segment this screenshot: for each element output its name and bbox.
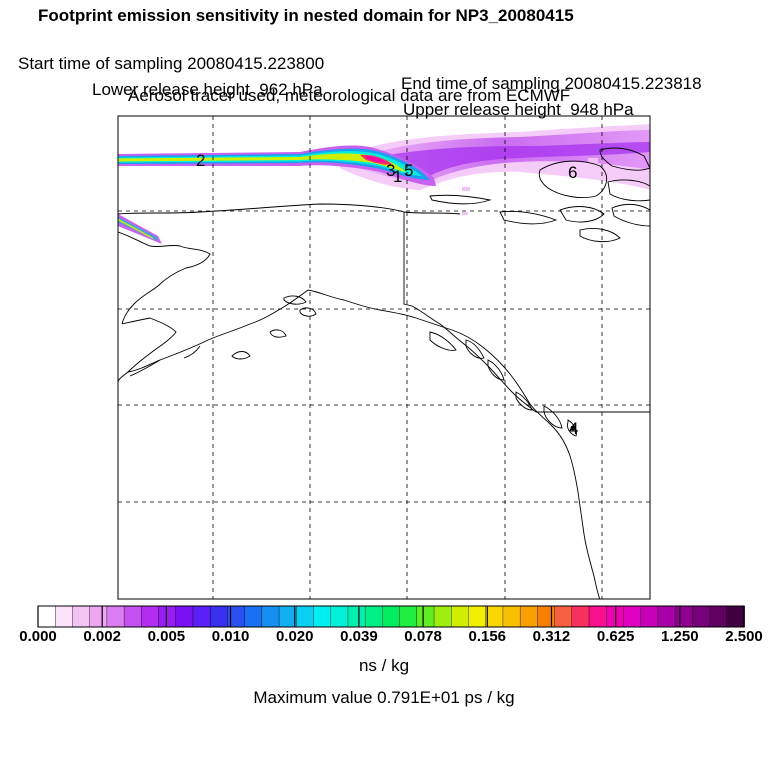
colorbar-cell [158, 605, 177, 628]
colorbar-cell [347, 605, 366, 628]
colorbar-tick-label: 0.039 [340, 628, 378, 645]
colorbar-tick-label: 0.156 [468, 628, 507, 645]
colorbar-cell [502, 605, 521, 628]
colorbar-cell [709, 605, 728, 628]
colorbar-cell [55, 605, 74, 628]
colorbar-cell [674, 605, 694, 628]
colorbar-tick-label: 0.078 [404, 628, 442, 645]
colorbar-cell [657, 605, 676, 628]
colorbar-cell [330, 605, 349, 628]
station-marker [570, 425, 576, 431]
colorbar-cell [313, 605, 332, 628]
colorbar-cell [519, 605, 539, 628]
colorbar-cell [382, 605, 401, 628]
coastlines [118, 147, 650, 599]
colorbar-cell [123, 605, 143, 628]
maximum-value-text: Maximum value 0.791E+01 ps / kg [253, 688, 515, 707]
upper-height-text: Upper release height 948 hPa [403, 100, 634, 119]
colorbar-tick-label: 0.010 [211, 628, 250, 645]
colorbar-cell [726, 605, 745, 628]
colorbar-tick-label: 1.250 [661, 628, 699, 645]
colorbar-cell [175, 605, 194, 628]
sampling-times: Start time of sampling 20080415.223800 E… [0, 34, 768, 94]
map-label-2: 2 [196, 151, 205, 170]
map-content [118, 116, 650, 599]
lower-height-text: Lower release height 962 hPa [92, 80, 323, 99]
colorbar-tick-label: 0.312 [532, 628, 571, 645]
colorbar-cell [37, 605, 57, 628]
map-label-1: 1 [393, 167, 402, 186]
borders [403, 212, 650, 413]
colorbar-cells [37, 605, 745, 628]
colorbar-tick-label: 0.005 [147, 628, 186, 645]
colorbar-cell [141, 605, 160, 628]
colorbar-cell [537, 605, 556, 628]
colorbar-tick-label: 0.020 [275, 628, 314, 645]
colorbar-tick-label: 0.625 [596, 628, 635, 645]
colorbar-cell [571, 605, 590, 628]
colorbar-major-ticks [37, 606, 745, 627]
map-title: Footprint emission sensitivity in nested… [38, 6, 574, 25]
graticule [118, 116, 650, 599]
colorbar-cell [106, 605, 125, 628]
map-label-3: 3 [386, 161, 395, 180]
colorbar-cell [554, 605, 573, 628]
colorbar-cell [296, 605, 315, 628]
map-label-4: 4 [569, 419, 578, 438]
colorbar-cell [244, 605, 263, 628]
map-frame [117, 115, 651, 600]
end-time-text: End time of sampling 20080415.223818 [401, 74, 702, 93]
colorbar-tick-label: 0.000 [19, 628, 57, 645]
colorbar-cell [72, 605, 91, 628]
colorbar-cell [364, 605, 384, 628]
colorbar-cell [89, 605, 108, 628]
colorbar-cell [416, 605, 435, 628]
tracer-info: Aerosol tracer used, meteorological data… [128, 86, 571, 105]
colorbar-cell [692, 605, 711, 628]
colorbar-cell [485, 605, 504, 628]
map-label-5: 5 [404, 161, 413, 180]
emission-plume [118, 124, 650, 244]
colorbar-cell [640, 605, 659, 628]
colorbar-tick-label: 2.500 [725, 628, 763, 645]
colorbar-cell [433, 605, 453, 628]
colorbar-cell [451, 605, 470, 628]
start-time-text: Start time of sampling 20080415.223800 [18, 54, 325, 73]
colorbar-cell [468, 605, 487, 628]
colorbar-cell [623, 605, 642, 628]
colorbar-cell [209, 605, 229, 628]
colorbar-cell [261, 605, 280, 628]
colorbar-tick-label: 0.002 [83, 628, 121, 645]
colorbar-cell [192, 605, 211, 628]
colorbar-cell [399, 605, 418, 628]
colorbar-cell [588, 605, 608, 628]
units-label: ns / kg [358, 656, 410, 675]
release-heights: Lower release height 962 hPa Upper relea… [0, 60, 768, 120]
map-label-6: 6 [568, 163, 577, 182]
